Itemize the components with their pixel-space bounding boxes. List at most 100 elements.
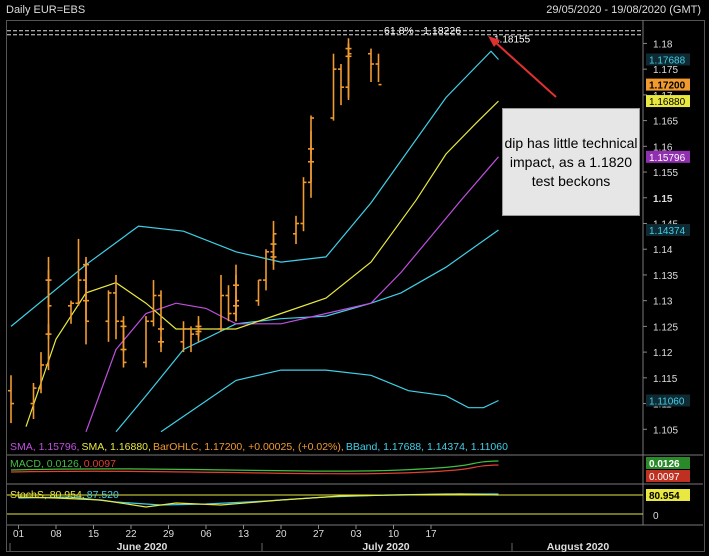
ohlc-bar [255,279,262,306]
bband-upper-tag: 1.17688 [649,55,686,66]
bband-middle-tag-bg [646,223,690,236]
bband-upper-tag-bg [646,53,690,66]
sma-short-line [25,100,499,427]
legend-entry: 0.0097 [83,458,116,470]
ohlc-bar [375,53,382,86]
sma-long-tag-bg [646,150,690,163]
x-day-label: 08 [50,529,62,540]
price-axis-label: 1.155 [653,168,678,179]
ohlc-bar [38,352,44,394]
sma-short-tag-bg [646,95,690,108]
legend-entry: StochS, 80.954, [10,489,85,501]
x-day-label: 15 [88,529,100,540]
stoch-tag: 80.954 [649,491,680,502]
stoch-tag-bg [646,489,690,501]
ohlc-bar [75,238,82,306]
chart-title: Daily EUR=EBS [6,4,86,16]
bband-upper-line [10,50,499,327]
macd-tag-bg [646,457,690,469]
ohlc-bar [68,300,74,324]
price-axis-label: 1.15 [653,194,673,205]
x-day-label: 27 [313,529,325,540]
ohlc-bar [180,321,187,353]
ohlc-bar [143,316,149,368]
sma-long-line [85,156,499,433]
annotation-box: dip has little technical impact, as a 1.… [502,108,640,216]
x-month-label: July 2020 [362,541,409,553]
price-axis-label: 1.12 [653,348,673,359]
legend-entry: SMA, 1.16880, [81,441,151,453]
ohlc-bar [158,290,164,332]
x-day-label: 13 [238,529,250,540]
price-axis-label: 1.14 [653,245,673,256]
ohlc-bar [368,48,374,83]
price-axis-label: 1.175 [653,65,678,76]
arrow-line [494,41,557,98]
ohlc-bar [263,249,269,291]
price-axis-label: 1.105 [653,425,678,436]
ohlc-bar [30,382,37,419]
macd-tag: 0.0126 [649,459,680,470]
x-day-label: 20 [275,529,287,540]
ohlc-bar [338,64,344,106]
last-price-tag: 1.17200 [649,81,686,92]
ohlc-bar [308,115,314,155]
x-month-label: August 2020 [547,541,610,553]
legend-entry: BBand, 1.17688, 1.14374, 1.11060 [345,441,508,453]
x-day-label: 10 [388,529,400,540]
annotation-text: dip has little technical impact, as a 1.… [504,134,638,189]
bband-middle-line [115,229,499,433]
sma-short-tag: 1.16880 [649,97,686,108]
sma-long-tag: 1.15796 [649,153,686,164]
date-range: 29/05/2020 - 19/08/2020 (GMT) [546,4,701,16]
fib-label: 61.8% - 1.18226 [384,25,461,37]
stoch-legend: StochS, 80.954, 87.520 [10,489,121,501]
bband-lower-tag-bg [646,394,690,407]
macd-legend: MACD, 0.0126, 0.0097 [10,458,118,470]
legend-entry: SMA, 1.15796, [10,441,80,453]
x-day-label: 29 [163,529,175,540]
ohlc-bar [105,290,112,342]
macd-line [10,460,499,472]
price-axis-label: 1.13 [653,297,673,308]
macd-signal-line [10,464,499,475]
ohlc-bar [188,326,194,353]
ohlc-bar [8,375,14,424]
price-axis-label: 1.125 [653,322,678,333]
bband-lower-line [160,369,499,433]
high-label: 1.18155 [494,34,531,45]
price-axis-label: 1.165 [653,117,678,128]
chart-frame [6,20,705,552]
ohlc-bar [45,256,52,309]
price-axis-label: 1.18 [653,39,673,50]
ohlc-bar [218,274,224,332]
arrow-head [488,36,500,47]
bband-middle-tag: 1.14374 [649,226,686,237]
ohlc-bar [195,326,202,337]
x-day-label: 01 [13,529,25,540]
x-month-label: June 2020 [117,541,168,553]
x-day-label: 22 [125,529,137,540]
macd-signal-tag-bg [646,470,690,482]
x-day-label: 06 [200,529,212,540]
x-day-label: 17 [425,529,437,540]
ohlc-bar [233,295,239,322]
ohlc-bar [225,285,232,322]
price-axis-label: 1.115 [653,374,678,385]
legend-entry: MACD, 0.0126, [10,458,82,470]
x-day-label: 03 [350,529,362,540]
ohlc-bar [113,274,119,340]
ohlc-bar [300,177,307,232]
legend-entry: 87.520 [86,489,119,501]
last-price-tag-bg [646,78,690,91]
ohlc-bar [150,280,157,327]
ohlc-bar [83,285,89,345]
bband-lower-tag: 1.11060 [649,396,685,407]
ohlc-bar [158,336,164,353]
ohlc-bar [293,215,299,245]
ohlc-bar [120,331,127,368]
price-legend: SMA, 1.15796, SMA, 1.16880, BarOHLC, 1.172… [10,441,510,453]
legend-entry: BarOHLC, 1.17200, +0.00025, (+0.02%), [152,441,344,453]
price-axis-label: 1.16 [653,142,673,153]
